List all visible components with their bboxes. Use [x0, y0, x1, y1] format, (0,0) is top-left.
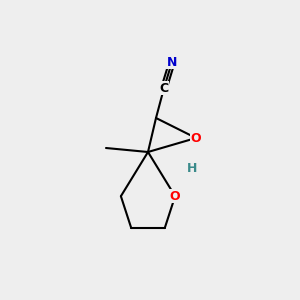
Text: O: O	[170, 190, 180, 203]
Text: N: N	[167, 56, 177, 68]
Text: C: C	[159, 82, 169, 94]
Text: O: O	[191, 131, 201, 145]
Text: H: H	[187, 161, 197, 175]
